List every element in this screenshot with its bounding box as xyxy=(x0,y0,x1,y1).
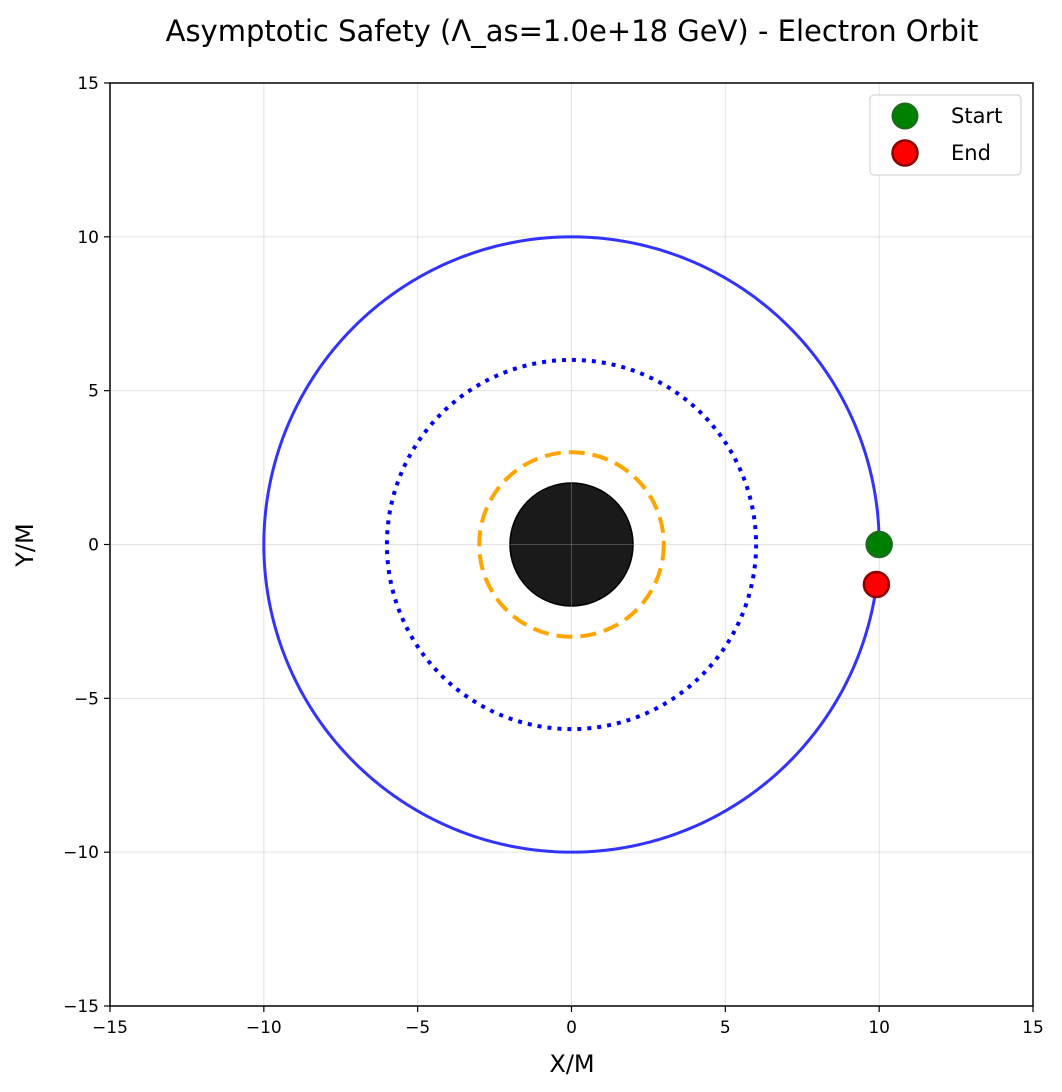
y-tick-label: 15 xyxy=(77,74,99,94)
black-hole xyxy=(509,482,634,607)
x-tick-label: 0 xyxy=(566,1018,577,1038)
grid xyxy=(109,82,1034,1007)
x-tick-label: 15 xyxy=(1022,1018,1044,1038)
y-tick-label: −10 xyxy=(63,843,99,863)
y-tick-label: −15 xyxy=(63,997,99,1017)
x-tick-label: −5 xyxy=(405,1018,430,1038)
y-tick-label: 0 xyxy=(88,536,99,556)
photon-sphere-circle xyxy=(477,450,666,639)
chart-title: Asymptotic Safety (Λ_as=1.0e+18 GeV) - E… xyxy=(166,14,979,48)
orbit-path xyxy=(262,235,881,854)
x-tick-label: 10 xyxy=(868,1018,890,1038)
legend-start-label: Start xyxy=(951,104,1002,128)
end-marker xyxy=(862,570,891,599)
start-marker xyxy=(865,530,893,559)
legend-end-marker xyxy=(891,139,919,167)
y-tick-label: 10 xyxy=(77,228,99,248)
isco-circle xyxy=(384,357,759,732)
x-axis-label: X/M xyxy=(549,1050,594,1078)
legend-start-marker xyxy=(891,102,919,130)
axis-ticks: −15 −10 −5 0 5 10 15 −15 −10 −5 0 5 10 15 xyxy=(63,74,1044,1038)
legend: Start End xyxy=(869,94,1022,176)
y-tick-label: −5 xyxy=(74,689,99,709)
x-tick-label: −10 xyxy=(246,1018,282,1038)
legend-end-label: End xyxy=(951,141,991,165)
x-tick-label: 5 xyxy=(720,1018,731,1038)
plot-area xyxy=(509,482,634,607)
y-axis-label: Y/M xyxy=(11,523,39,567)
y-tick-label: 5 xyxy=(88,382,99,402)
x-tick-label: −15 xyxy=(92,1018,128,1038)
